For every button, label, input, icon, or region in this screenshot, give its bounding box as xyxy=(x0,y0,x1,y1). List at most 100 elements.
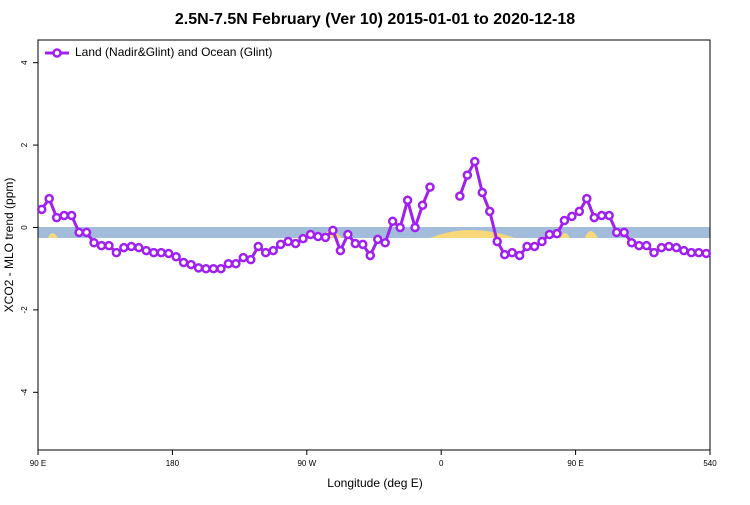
point xyxy=(260,247,271,258)
point xyxy=(619,227,629,238)
point xyxy=(484,206,495,217)
x-tick-label: 540 xyxy=(703,459,717,468)
point xyxy=(499,249,510,260)
point xyxy=(567,211,577,222)
point xyxy=(111,247,122,258)
point xyxy=(208,263,219,274)
point xyxy=(283,236,293,247)
background-band xyxy=(38,227,710,238)
point xyxy=(104,240,114,251)
point xyxy=(387,216,398,227)
point xyxy=(507,247,517,258)
point xyxy=(694,247,704,258)
x-tick-label: 90 W xyxy=(297,459,316,468)
y-tick-label: -2 xyxy=(20,306,29,314)
point xyxy=(305,229,316,240)
point xyxy=(462,170,473,180)
chart-title: 2.5N-7.5N February (Ver 10) 2015-01-01 t… xyxy=(175,11,575,28)
point xyxy=(552,228,562,239)
point xyxy=(96,240,107,251)
point xyxy=(216,263,226,274)
point xyxy=(178,257,189,268)
land-shape xyxy=(48,230,598,238)
point xyxy=(664,241,674,252)
point xyxy=(186,259,196,270)
point xyxy=(126,241,137,252)
point xyxy=(313,231,323,242)
point xyxy=(231,258,241,269)
point xyxy=(641,240,652,251)
legend-label: Land (Nadir&Glint) and Ocean (Glint) xyxy=(75,45,272,59)
point xyxy=(343,229,353,240)
point xyxy=(649,247,659,258)
point xyxy=(589,212,600,223)
point xyxy=(529,241,540,252)
point xyxy=(268,245,278,256)
ocean-band xyxy=(38,227,710,238)
point xyxy=(410,222,420,233)
point xyxy=(89,237,99,248)
x-axis-label: Longitude (deg E) xyxy=(327,476,422,490)
point xyxy=(604,210,614,221)
point xyxy=(582,193,592,204)
x-tick-label: 90 E xyxy=(30,459,46,468)
plot-frame xyxy=(37,39,711,451)
x-tick-label: 90 E xyxy=(567,459,583,468)
point xyxy=(156,247,166,258)
point xyxy=(455,191,465,201)
point xyxy=(148,247,159,258)
point xyxy=(66,210,77,221)
point xyxy=(74,227,84,238)
point xyxy=(163,248,174,259)
x-tick-label: 0 xyxy=(439,459,444,468)
point xyxy=(119,242,129,253)
point xyxy=(544,229,555,240)
point xyxy=(253,241,264,252)
point xyxy=(320,232,331,243)
point xyxy=(656,242,667,253)
point xyxy=(134,242,144,253)
point xyxy=(275,239,286,250)
point xyxy=(425,182,435,192)
point xyxy=(298,233,308,244)
y-tick-label: 2 xyxy=(20,142,29,147)
point xyxy=(671,242,682,253)
point xyxy=(290,238,301,249)
point xyxy=(679,245,689,256)
point xyxy=(59,210,69,221)
point xyxy=(537,236,547,247)
point xyxy=(335,245,346,256)
point xyxy=(350,238,361,249)
point xyxy=(470,156,480,167)
point xyxy=(238,252,249,263)
point xyxy=(51,212,62,223)
y-axis-label: XCO2 - MLO trend (ppm) xyxy=(2,178,16,313)
y-tick-label: 4 xyxy=(20,60,29,65)
point xyxy=(36,204,47,215)
point xyxy=(402,195,413,206)
point xyxy=(81,227,92,238)
point xyxy=(611,227,622,238)
point xyxy=(171,251,181,262)
legend-marker xyxy=(52,48,62,58)
point xyxy=(201,263,211,274)
point xyxy=(701,248,712,259)
point xyxy=(395,222,405,233)
point xyxy=(686,247,697,258)
point xyxy=(358,239,368,250)
point xyxy=(634,240,644,251)
point xyxy=(492,236,502,247)
point xyxy=(522,241,532,252)
point xyxy=(365,250,376,261)
point xyxy=(559,215,570,226)
point xyxy=(574,206,585,217)
point xyxy=(141,245,152,256)
point xyxy=(380,237,390,248)
point xyxy=(372,234,383,245)
point xyxy=(246,254,256,265)
point xyxy=(417,200,428,210)
y-tick-label: -4 xyxy=(20,388,29,396)
point xyxy=(328,225,338,236)
y-tick-label: 0 xyxy=(20,225,29,230)
